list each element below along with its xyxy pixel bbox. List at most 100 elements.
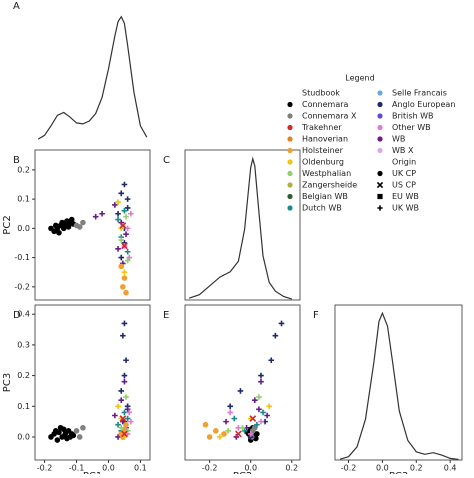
point: [252, 397, 258, 403]
y-tick-label: 0.1: [17, 195, 30, 204]
x-tick-label: 0.2: [285, 464, 298, 473]
point: [202, 421, 209, 428]
point: [119, 415, 127, 422]
legend-label: Trakehner: [301, 123, 342, 132]
point: [121, 208, 128, 214]
point: [249, 415, 257, 422]
legend-label: US CP: [392, 181, 416, 190]
legend-title: Legend: [345, 74, 374, 83]
point: [115, 403, 121, 410]
legend-label: WB: [392, 135, 405, 144]
legend-label: Connemara X: [302, 112, 357, 121]
legend-header: Studbook: [302, 89, 340, 98]
point: [124, 257, 131, 264]
point: [128, 210, 134, 217]
point: [70, 432, 77, 439]
legend-swatch: [287, 193, 293, 200]
point: [121, 409, 128, 416]
point: [121, 372, 128, 379]
point: [123, 289, 129, 296]
point: [260, 409, 266, 416]
point: [118, 263, 125, 270]
panel-frame: [34, 149, 151, 301]
legend-swatch: [376, 181, 384, 189]
legend-swatch: [287, 113, 293, 119]
point: [115, 199, 121, 205]
panel-label: B: [13, 155, 20, 166]
y-axis-label: PC3: [2, 373, 13, 392]
point: [256, 394, 262, 400]
point: [206, 434, 213, 440]
legend-label: UK WB: [392, 204, 419, 213]
legend-swatch: [377, 113, 383, 119]
legend-swatch: [377, 124, 383, 131]
point: [221, 431, 227, 437]
point: [80, 219, 86, 226]
point: [123, 213, 129, 220]
x-tick-label: -0.2: [202, 464, 218, 473]
point: [60, 225, 67, 232]
point: [231, 415, 238, 422]
legend-label: Westphalian: [302, 169, 351, 178]
point: [115, 246, 121, 252]
point: [56, 229, 62, 236]
legend-label: Selle Francais: [392, 89, 447, 98]
point: [268, 357, 275, 364]
point: [235, 430, 242, 438]
point: [124, 415, 131, 422]
point: [258, 378, 264, 385]
panel-label: F: [313, 310, 319, 321]
point: [121, 430, 128, 438]
point: [121, 275, 128, 281]
point: [76, 434, 83, 440]
panel-label: D: [13, 310, 21, 321]
legend-swatch: [287, 205, 293, 211]
x-tick-label: 0.1: [134, 464, 147, 473]
point: [123, 231, 129, 238]
point: [124, 406, 131, 413]
y-tick-label: 0.3: [17, 340, 30, 349]
legend-label: Oldenburg: [302, 158, 344, 167]
point: [121, 434, 128, 440]
point: [126, 409, 133, 416]
density-curve: [339, 311, 459, 461]
point: [118, 254, 125, 261]
x-tick-label: 0.0: [376, 464, 389, 473]
point: [256, 406, 262, 413]
y-tick-label: 0.0: [17, 432, 30, 441]
panel-label: A: [13, 1, 20, 12]
point: [258, 372, 264, 379]
point: [112, 202, 118, 208]
point: [264, 412, 270, 419]
point: [241, 428, 248, 434]
point: [227, 409, 233, 416]
point: [115, 216, 121, 223]
point: [120, 418, 126, 425]
point: [118, 190, 125, 197]
point: [120, 284, 126, 290]
legend-swatch: [377, 147, 383, 154]
point: [239, 424, 246, 431]
x-tick-label: -0.1: [69, 464, 85, 473]
y-tick-label: 0.2: [17, 165, 30, 174]
legend-header: Origin: [392, 158, 416, 167]
legend-label: British WB: [392, 112, 434, 121]
point: [112, 412, 118, 419]
point: [92, 213, 99, 220]
point: [115, 434, 121, 440]
point: [115, 210, 121, 217]
legend-label: Connemara: [302, 100, 349, 109]
y-tick-label: 0.0: [17, 224, 30, 233]
point: [118, 388, 125, 394]
legend-swatch: [287, 170, 293, 177]
point: [73, 428, 80, 434]
legend-label: Zangersheide: [302, 181, 357, 190]
point: [124, 225, 131, 232]
legend-label: Other WB: [392, 123, 431, 132]
point: [123, 394, 129, 400]
panel-frame: [184, 149, 301, 301]
panel-frame: [184, 304, 301, 461]
legend-swatch: [377, 193, 383, 200]
point: [121, 242, 128, 250]
